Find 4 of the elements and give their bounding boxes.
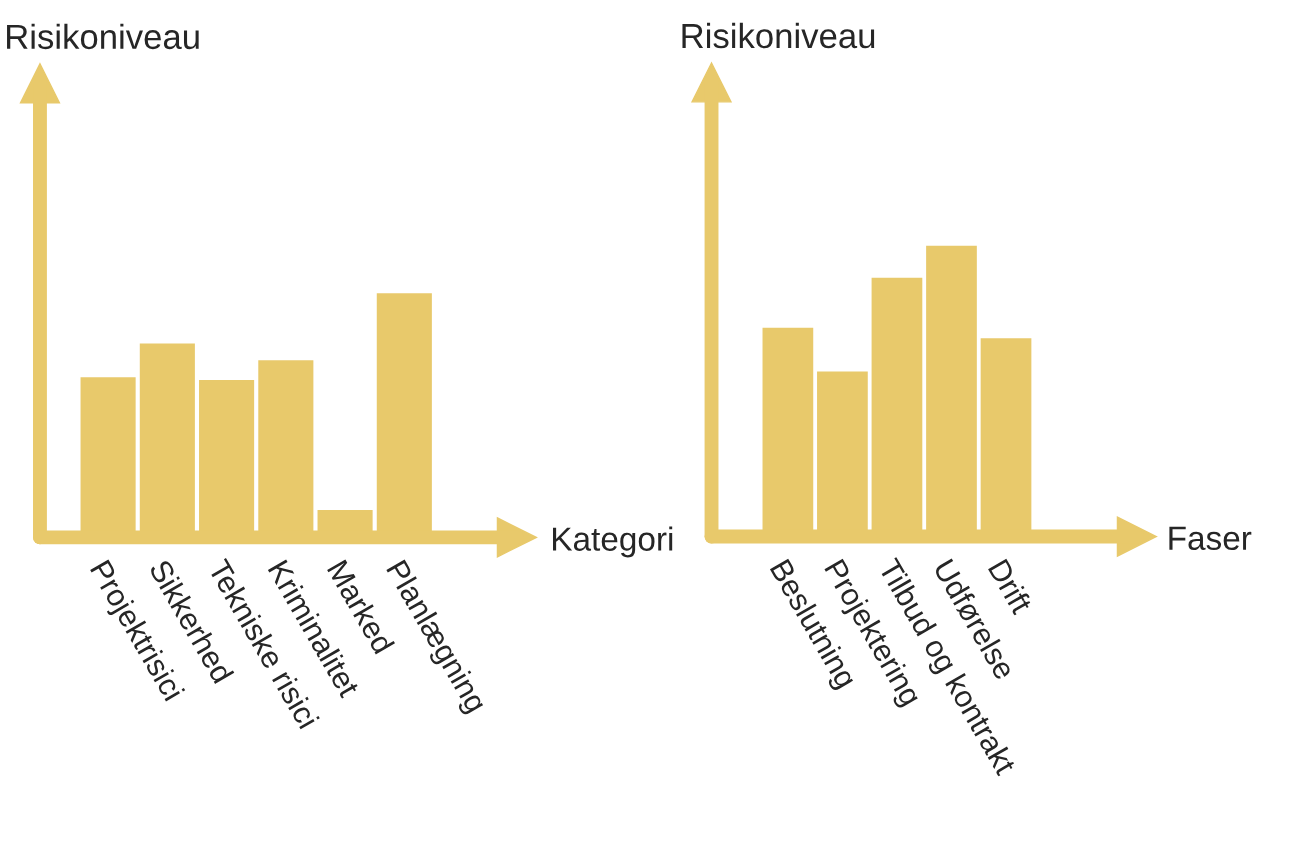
y-axis-title: Risikoniveau — [682, 22, 875, 49]
y-axis-title: Risikoniveau — [7, 23, 199, 50]
x-axis-title: Faser — [1169, 526, 1252, 551]
x-axis-title: Kategori — [553, 526, 673, 558]
